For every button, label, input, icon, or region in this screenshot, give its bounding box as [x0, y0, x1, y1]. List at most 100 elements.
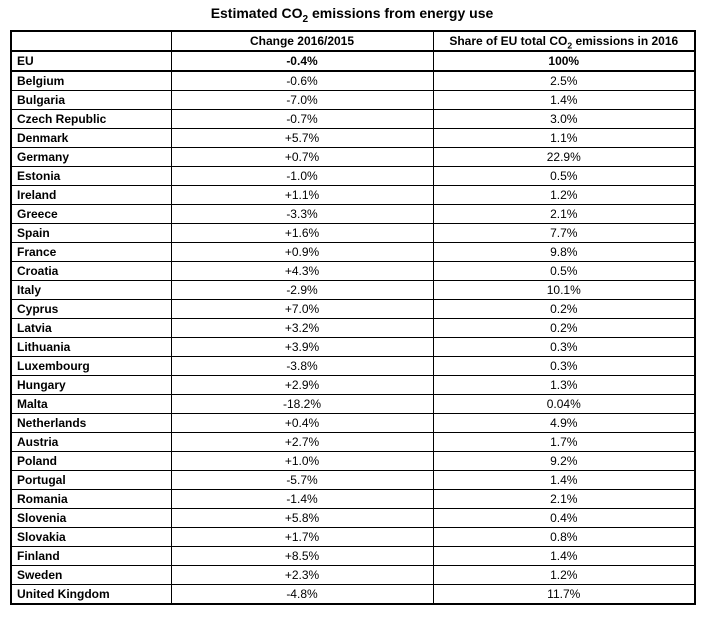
title-text-post: emissions from energy use: [308, 5, 494, 21]
cell-country: Ireland: [10, 185, 172, 205]
cell-change: +0.9%: [170, 242, 434, 262]
header-country-empty: [10, 30, 172, 52]
cell-country: United Kingdom: [10, 584, 172, 605]
cell-change: +0.7%: [170, 147, 434, 167]
cell-country: Hungary: [10, 375, 172, 395]
header-share-pre: Share of EU total CO: [449, 34, 568, 48]
cell-share: 0.04%: [432, 394, 696, 414]
cell-share: 100%: [432, 50, 696, 72]
table-row-romania: Romania -1.4% 2.1%: [10, 489, 696, 509]
page-title: Estimated CO2 emissions from energy use: [10, 5, 694, 24]
table-row-malta: Malta -18.2% 0.04%: [10, 394, 696, 414]
cell-share: 2.5%: [432, 70, 696, 91]
cell-country: Slovenia: [10, 508, 172, 528]
cell-share: 0.5%: [432, 166, 696, 186]
cell-share: 0.3%: [432, 356, 696, 376]
cell-share: 0.8%: [432, 527, 696, 547]
table-row-netherlands: Netherlands +0.4% 4.9%: [10, 413, 696, 433]
cell-change: +1.7%: [170, 527, 434, 547]
table-row-italy: Italy -2.9% 10.1%: [10, 280, 696, 300]
table-row-germany: Germany +0.7% 22.9%: [10, 147, 696, 167]
cell-share: 0.2%: [432, 318, 696, 338]
cell-change: -1.4%: [170, 489, 434, 509]
table-row-hungary: Hungary +2.9% 1.3%: [10, 375, 696, 395]
cell-share: 1.7%: [432, 432, 696, 452]
cell-change: +7.0%: [170, 299, 434, 319]
header-row: Change 2016/2015 Share of EU total CO2 e…: [10, 30, 696, 52]
cell-change: +0.4%: [170, 413, 434, 433]
table-row-finland: Finland +8.5% 1.4%: [10, 546, 696, 566]
cell-share: 1.4%: [432, 90, 696, 110]
cell-share: 0.5%: [432, 261, 696, 281]
cell-change: +8.5%: [170, 546, 434, 566]
emissions-table: Change 2016/2015 Share of EU total CO2 e…: [10, 30, 696, 605]
cell-change: +3.2%: [170, 318, 434, 338]
cell-share: 1.4%: [432, 546, 696, 566]
table-row-ireland: Ireland +1.1% 1.2%: [10, 185, 696, 205]
cell-country: Croatia: [10, 261, 172, 281]
cell-country: Estonia: [10, 166, 172, 186]
cell-share: 3.0%: [432, 109, 696, 129]
header-change: Change 2016/2015: [170, 30, 434, 52]
table-row-croatia: Croatia +4.3% 0.5%: [10, 261, 696, 281]
cell-country: Belgium: [10, 70, 172, 91]
table-row-slovenia: Slovenia +5.8% 0.4%: [10, 508, 696, 528]
table-row-united-kingdom: United Kingdom -4.8% 11.7%: [10, 584, 696, 605]
cell-country: Latvia: [10, 318, 172, 338]
cell-change: -0.4%: [170, 50, 434, 72]
cell-country: Luxembourg: [10, 356, 172, 376]
cell-share: 9.2%: [432, 451, 696, 471]
table-row-belgium: Belgium -0.6% 2.5%: [10, 70, 696, 91]
cell-change: +3.9%: [170, 337, 434, 357]
table-row-sweden: Sweden +2.3% 1.2%: [10, 565, 696, 585]
table-row-estonia: Estonia -1.0% 0.5%: [10, 166, 696, 186]
header-share-post: emissions in 2016: [572, 34, 679, 48]
cell-country: Spain: [10, 223, 172, 243]
cell-change: +1.0%: [170, 451, 434, 471]
cell-share: 4.9%: [432, 413, 696, 433]
table-row-slovakia: Slovakia +1.7% 0.8%: [10, 527, 696, 547]
table-row-poland: Poland +1.0% 9.2%: [10, 451, 696, 471]
cell-country: Austria: [10, 432, 172, 452]
cell-share: 1.2%: [432, 565, 696, 585]
cell-change: -5.7%: [170, 470, 434, 490]
cell-change: -3.8%: [170, 356, 434, 376]
cell-country: Slovakia: [10, 527, 172, 547]
cell-change: +1.6%: [170, 223, 434, 243]
cell-change: +4.3%: [170, 261, 434, 281]
table-row-denmark: Denmark +5.7% 1.1%: [10, 128, 696, 148]
cell-country: Finland: [10, 546, 172, 566]
cell-change: -4.8%: [170, 584, 434, 605]
cell-country: EU: [10, 50, 172, 72]
cell-change: +1.1%: [170, 185, 434, 205]
cell-share: 0.2%: [432, 299, 696, 319]
cell-change: -0.7%: [170, 109, 434, 129]
cell-country: France: [10, 242, 172, 262]
cell-country: Greece: [10, 204, 172, 224]
cell-country: Cyprus: [10, 299, 172, 319]
cell-change: -18.2%: [170, 394, 434, 414]
cell-change: -7.0%: [170, 90, 434, 110]
table-row-czech-republic: Czech Republic -0.7% 3.0%: [10, 109, 696, 129]
cell-share: 10.1%: [432, 280, 696, 300]
cell-country: Netherlands: [10, 413, 172, 433]
cell-share: 0.4%: [432, 508, 696, 528]
cell-change: +5.7%: [170, 128, 434, 148]
cell-share: 9.8%: [432, 242, 696, 262]
table-body: EU -0.4% 100% Belgium -0.6% 2.5% Bulgaria -7.0%…: [10, 50, 696, 605]
cell-change: -2.9%: [170, 280, 434, 300]
title-subscript: 2: [302, 13, 309, 25]
cell-share: 0.3%: [432, 337, 696, 357]
table-row-luxembourg: Luxembourg -3.8% 0.3%: [10, 356, 696, 376]
title-text-pre: Estimated CO: [210, 5, 303, 21]
header-share: Share of EU total CO2 emissions in 2016: [432, 30, 696, 52]
table-row-lithuania: Lithuania +3.9% 0.3%: [10, 337, 696, 357]
table-row-portugal: Portugal -5.7% 1.4%: [10, 470, 696, 490]
table-row-cyprus: Cyprus +7.0% 0.2%: [10, 299, 696, 319]
cell-share: 7.7%: [432, 223, 696, 243]
cell-share: 2.1%: [432, 204, 696, 224]
cell-share: 1.4%: [432, 470, 696, 490]
cell-change: -0.6%: [170, 70, 434, 91]
cell-country: Sweden: [10, 565, 172, 585]
table-row-france: France +0.9% 9.8%: [10, 242, 696, 262]
